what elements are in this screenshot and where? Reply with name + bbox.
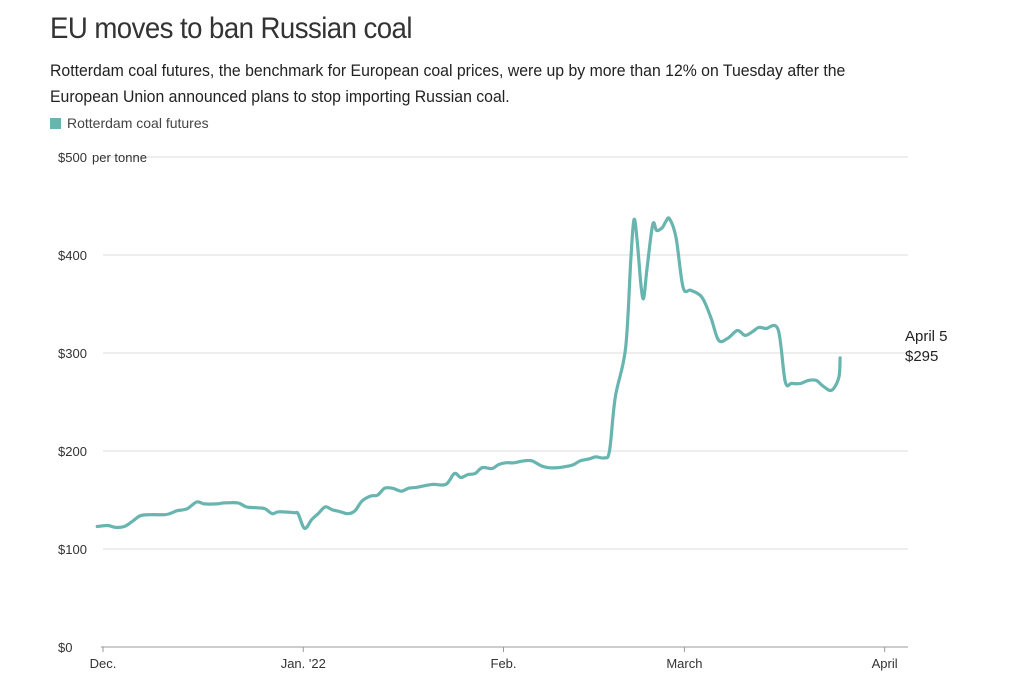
y-tick-label: $100 (58, 542, 87, 557)
series-group (95, 216, 842, 531)
annotation-date: April 5 (905, 328, 948, 345)
x-tick-label: April (872, 656, 898, 671)
series-line-rotterdam-coal-futures (95, 216, 842, 531)
legend-swatch (50, 117, 61, 129)
gridlines (103, 156, 908, 550)
x-tick-label: Feb. (491, 656, 517, 671)
chart-title: EU moves to ban Russian coal (50, 12, 412, 45)
y-unit-label: per tonne (92, 150, 147, 165)
y-axis-ticks: $0 $100 $200 $300 $400 $500 per tonne (58, 150, 147, 655)
chart-subtitle: Rotterdam coal futures, the benchmark fo… (50, 61, 846, 106)
annotation-value: $295 (905, 348, 938, 365)
y-tick-label: $0 (58, 640, 72, 655)
x-tick-label: March (666, 656, 702, 671)
end-annotation: April 5 $295 (905, 328, 948, 365)
legend: Rotterdam coal futures (50, 115, 209, 131)
x-tick-label: Dec. (90, 656, 117, 671)
y-tick-label: $500 (58, 150, 87, 165)
x-tick-label: Jan. '22 (281, 656, 326, 671)
legend-label: Rotterdam coal futures (67, 115, 209, 131)
y-tick-label: $400 (58, 248, 87, 263)
x-axis: Dec. Jan. '22 Feb. March April (90, 646, 908, 671)
y-tick-label: $300 (58, 346, 87, 361)
y-tick-label: $200 (58, 444, 87, 459)
